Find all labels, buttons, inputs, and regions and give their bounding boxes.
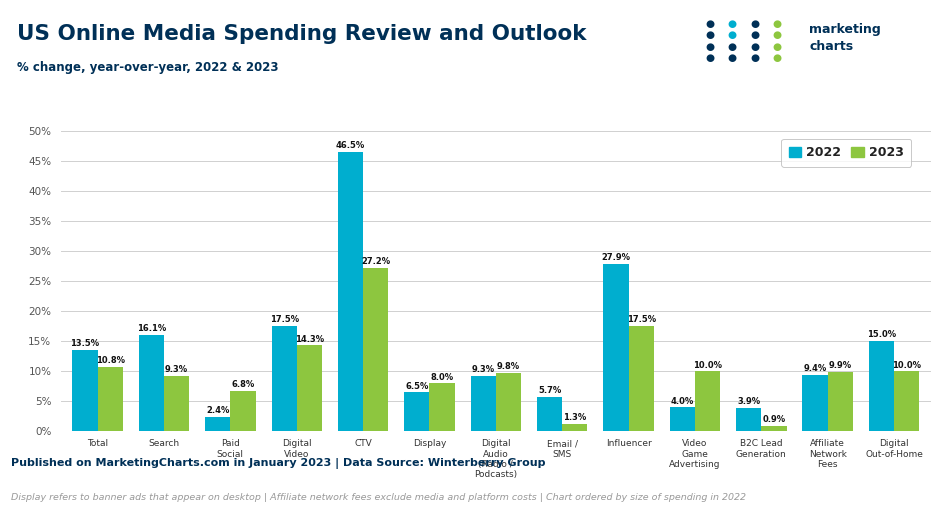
Text: US Online Media Spending Review and Outlook: US Online Media Spending Review and Outl… [17, 24, 587, 43]
Bar [404, 392, 430, 431]
Text: 27.9%: 27.9% [602, 253, 631, 262]
Text: ●: ● [728, 53, 737, 63]
Bar [337, 152, 363, 431]
Text: 5.7%: 5.7% [538, 386, 561, 395]
Bar [297, 346, 321, 431]
Bar [828, 372, 853, 431]
Text: 0.9%: 0.9% [762, 415, 786, 424]
Bar [537, 397, 562, 431]
Text: 2.4%: 2.4% [206, 406, 229, 415]
Bar [272, 326, 297, 431]
Text: 9.3%: 9.3% [472, 365, 494, 374]
Text: ●: ● [750, 30, 760, 40]
Text: ●: ● [705, 53, 714, 63]
Bar [803, 375, 828, 431]
Text: ●: ● [705, 30, 714, 40]
Text: 46.5%: 46.5% [336, 141, 365, 150]
Text: ●: ● [773, 30, 782, 40]
Text: 14.3%: 14.3% [295, 335, 324, 344]
Text: 15.0%: 15.0% [867, 331, 896, 339]
Text: ●: ● [728, 18, 737, 29]
Text: ●: ● [750, 18, 760, 29]
Text: 9.8%: 9.8% [497, 362, 520, 371]
Bar [603, 264, 629, 431]
Text: ●: ● [705, 18, 714, 29]
Text: ●: ● [728, 41, 737, 52]
Text: ●: ● [773, 18, 782, 29]
Text: 10.0%: 10.0% [693, 360, 722, 370]
Text: 9.9%: 9.9% [829, 361, 852, 370]
Text: 9.4%: 9.4% [804, 364, 827, 373]
Bar [363, 268, 388, 431]
Text: ●: ● [773, 53, 782, 63]
Text: 6.5%: 6.5% [405, 382, 429, 391]
Bar [98, 367, 123, 431]
Text: ●: ● [750, 41, 760, 52]
Bar [562, 424, 588, 431]
Bar [629, 326, 654, 431]
Text: % change, year-over-year, 2022 & 2023: % change, year-over-year, 2022 & 2023 [17, 61, 278, 74]
Text: 27.2%: 27.2% [361, 257, 390, 266]
Text: ●: ● [705, 41, 714, 52]
Text: 3.9%: 3.9% [737, 397, 760, 406]
Bar [495, 372, 521, 431]
Text: 17.5%: 17.5% [270, 315, 299, 324]
Text: 6.8%: 6.8% [231, 380, 255, 389]
Text: charts: charts [809, 40, 854, 53]
Text: Published on MarketingCharts.com in January 2023 | Data Source: Winterberry Grou: Published on MarketingCharts.com in Janu… [11, 458, 546, 469]
Text: 1.3%: 1.3% [563, 413, 587, 422]
Text: 17.5%: 17.5% [627, 315, 656, 324]
Text: ●: ● [750, 53, 760, 63]
Bar [72, 350, 98, 431]
Text: 10.0%: 10.0% [892, 360, 921, 370]
Bar [869, 342, 894, 431]
Bar [894, 371, 919, 431]
Text: 8.0%: 8.0% [431, 372, 454, 382]
Bar [139, 335, 164, 431]
Text: marketing: marketing [809, 23, 881, 36]
Bar [695, 371, 720, 431]
Text: Display refers to banner ads that appear on desktop | Affiliate network fees exc: Display refers to banner ads that appear… [11, 493, 746, 502]
Text: 4.0%: 4.0% [671, 396, 694, 406]
Bar [164, 376, 189, 431]
Text: ●: ● [773, 41, 782, 52]
Bar [430, 383, 455, 431]
Text: 9.3%: 9.3% [165, 365, 188, 374]
Bar [669, 407, 695, 431]
Bar [471, 376, 495, 431]
Bar [230, 391, 256, 431]
Bar [736, 408, 761, 431]
Text: 16.1%: 16.1% [136, 324, 166, 333]
Text: ●: ● [728, 30, 737, 40]
Bar [205, 417, 230, 431]
Text: 10.8%: 10.8% [96, 356, 125, 365]
Bar [761, 426, 787, 431]
Legend: 2022, 2023: 2022, 2023 [781, 139, 911, 166]
Text: 13.5%: 13.5% [70, 339, 100, 348]
